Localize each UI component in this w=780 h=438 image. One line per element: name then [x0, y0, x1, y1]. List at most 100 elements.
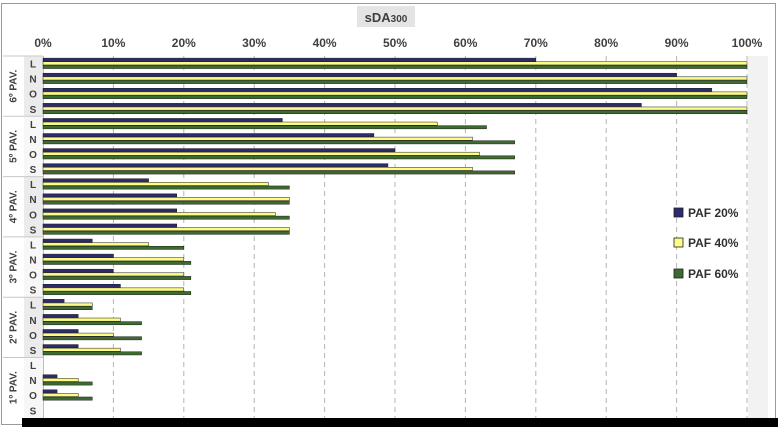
x-tick-label: 10% — [101, 36, 125, 50]
bar-paf-60- — [42, 95, 748, 99]
orientation-label: N — [29, 75, 36, 86]
floor-label: 4º PAV. — [9, 190, 20, 223]
bar-paf-40- — [42, 242, 149, 247]
orientation-label: O — [29, 391, 37, 402]
bar-paf-20- — [42, 103, 642, 107]
bar-paf-20- — [42, 223, 178, 228]
bar-paf-40- — [42, 378, 79, 382]
bar-paf-20- — [42, 133, 375, 137]
bar-paf-40- — [42, 91, 748, 96]
orientation-label: S — [30, 165, 37, 176]
orientation-label: S — [30, 286, 37, 297]
floor-label: 5º PAV. — [9, 130, 20, 163]
x-tick-label: 100% — [732, 36, 763, 50]
bar-paf-40- — [42, 61, 748, 66]
bar-paf-20- — [42, 57, 537, 62]
bar-paf-20- — [42, 118, 283, 122]
orientation-label: O — [29, 90, 37, 101]
x-tick-label: 80% — [594, 36, 618, 50]
bar-paf-40- — [42, 347, 121, 352]
bar-paf-40- — [42, 257, 185, 262]
bar-paf-20- — [42, 329, 79, 333]
bar-paf-40- — [42, 332, 114, 337]
orientation-label: L — [30, 301, 36, 312]
orientation-label: S — [30, 406, 37, 417]
x-tick-label: 50% — [383, 36, 407, 50]
bar-paf-20- — [42, 163, 389, 168]
floor-label: 6º PAV. — [9, 69, 20, 102]
bar-paf-60- — [42, 291, 192, 295]
orientation-label: O — [29, 331, 37, 342]
orientation-label: O — [29, 150, 37, 161]
bar-paf-60- — [42, 396, 93, 401]
bar-paf-40- — [42, 212, 276, 216]
orientation-label: N — [29, 256, 36, 267]
bar-paf-40- — [42, 287, 185, 292]
bar-paf-40- — [42, 227, 290, 232]
legend-label: PAF 60% — [688, 267, 739, 281]
bar-paf-40- — [42, 167, 473, 171]
bar-paf-20- — [42, 178, 149, 183]
bar-paf-20- — [42, 299, 65, 303]
orientation-label: S — [30, 346, 37, 357]
bar-paf-40- — [42, 182, 269, 186]
legend-swatch — [673, 268, 684, 279]
bar-paf-60- — [42, 321, 142, 326]
right-band — [748, 56, 768, 418]
bar-paf-20- — [42, 148, 396, 153]
bar-paf-20- — [42, 344, 79, 349]
orientation-label: S — [30, 225, 37, 236]
orientation-label: L — [30, 120, 36, 131]
x-tick-label: 0% — [34, 36, 52, 50]
bar-paf-40- — [42, 197, 290, 201]
floor-label: 1º PAV. — [9, 371, 20, 404]
bar-paf-60- — [42, 155, 515, 160]
bar-paf-20- — [42, 193, 178, 198]
orientation-label: S — [30, 105, 37, 116]
floor-band — [24, 176, 43, 237]
orientation-label: L — [30, 180, 36, 191]
bar-paf-20- — [42, 268, 114, 273]
legend-label: PAF 40% — [688, 236, 739, 250]
bar-paf-40- — [42, 151, 480, 156]
bar-paf-60- — [42, 65, 748, 69]
legend-label: PAF 20% — [688, 206, 739, 220]
bar-paf-60- — [42, 215, 290, 220]
x-tick-label: 20% — [172, 36, 196, 50]
bar-paf-60- — [42, 140, 515, 145]
bar-paf-20- — [42, 389, 58, 394]
bar-paf-60- — [42, 230, 290, 235]
floor-label: 3º PAV. — [9, 250, 20, 283]
bar-paf-60- — [42, 261, 192, 265]
bottom-bar — [22, 418, 778, 427]
floor-label: 2º PAV. — [9, 311, 20, 344]
bar-paf-20- — [42, 314, 79, 318]
bar-paf-20- — [42, 253, 114, 258]
chart-title-group: sDA300 — [357, 6, 415, 27]
floor-band — [24, 116, 43, 177]
bar-paf-40- — [42, 317, 121, 322]
x-tick-label: 70% — [524, 36, 548, 50]
bar-paf-60- — [42, 336, 142, 341]
bar-paf-20- — [42, 208, 178, 213]
bar-paf-60- — [42, 110, 748, 115]
bar-paf-20- — [42, 374, 58, 379]
bar-paf-60- — [42, 185, 290, 190]
bar-paf-40- — [42, 121, 438, 126]
x-tick-label: 60% — [453, 36, 477, 50]
bar-paf-60- — [42, 200, 290, 205]
floor-band — [24, 357, 43, 418]
floor-band — [24, 236, 43, 298]
bar-paf-60- — [42, 381, 93, 386]
bar-paf-60- — [42, 170, 515, 175]
bar-paf-20- — [42, 88, 713, 92]
orientation-label: O — [29, 210, 37, 221]
chart-title-box — [357, 6, 415, 27]
